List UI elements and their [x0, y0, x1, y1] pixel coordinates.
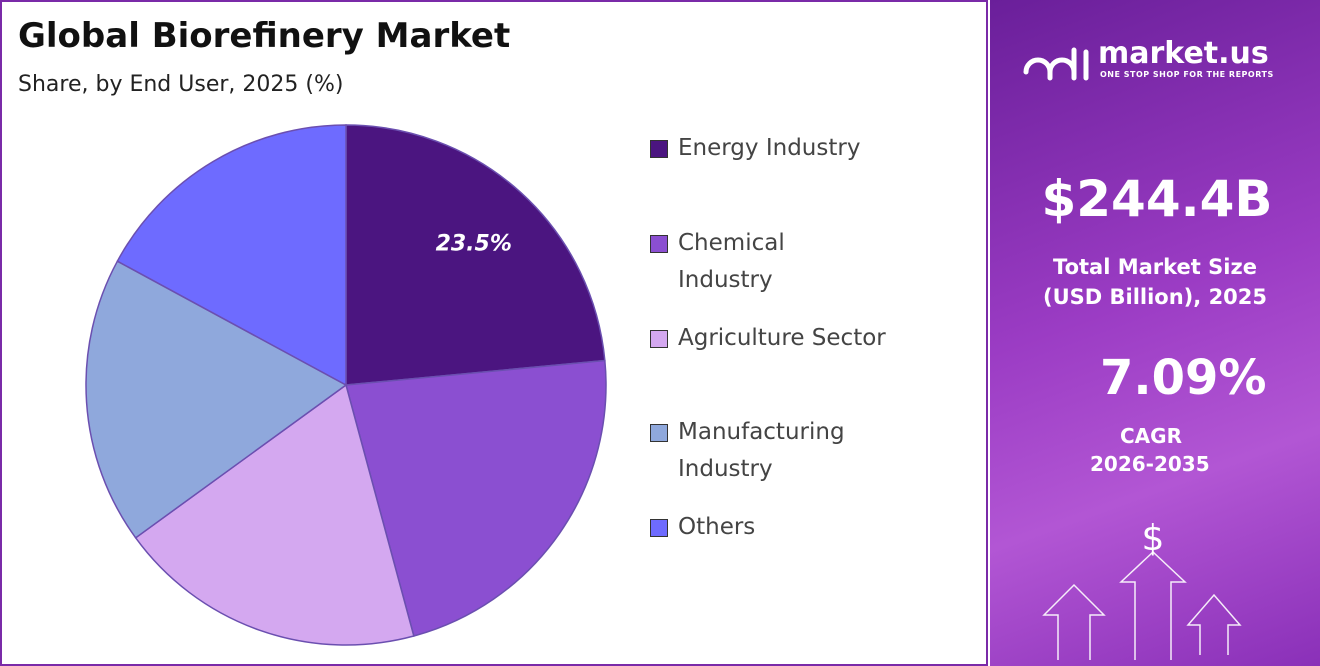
cagr-label: CAGR — [1120, 424, 1182, 448]
brand: market.us — [1098, 36, 1269, 71]
dollar-icon: $ — [1142, 518, 1165, 559]
legend-label: Chemical Industry — [678, 230, 785, 293]
pie-slice — [134, 383, 415, 646]
pie-slice — [345, 359, 607, 637]
cagr: 7.09% — [1100, 350, 1267, 406]
pie-slice — [85, 260, 348, 539]
market-size-label: Total Market Size (USD Billion), 2025 — [1042, 255, 1268, 309]
legend-label: Manufacturing Industry — [678, 419, 845, 482]
legend-item: Manufacturing Industry — [650, 414, 850, 488]
tagline: ONE STOP SHOP FOR THE REPORTS — [1100, 70, 1274, 79]
legend-label: Energy Industry — [678, 135, 861, 161]
legend-swatch — [650, 424, 668, 442]
pie-slice — [116, 124, 347, 387]
legend-item: Others — [650, 509, 910, 546]
cagr-period: 2026-2035 — [1090, 452, 1210, 476]
legend-swatch — [650, 235, 668, 253]
legend-swatch — [650, 140, 668, 158]
pie-chart: 23.5% — [85, 124, 607, 646]
data-label: 23.5% — [436, 232, 512, 257]
legend-label: Agriculture Sector — [678, 325, 886, 351]
legend-swatch — [650, 519, 668, 537]
market-size: $244.4B — [1041, 170, 1273, 228]
legend-label: Others — [678, 514, 756, 540]
chart-title: Global Biorefinery Market — [18, 16, 511, 56]
decoration: $ — [1023, 47, 1242, 660]
legend-item: Chemical Industry — [650, 225, 810, 299]
pie-slice — [345, 124, 606, 386]
chart-subtitle: Share, by End User, 2025 (%) — [18, 72, 344, 97]
info-panel: $ market.us ONE STOP SHOP FOR THE REPORT… — [990, 0, 1320, 666]
legend-item: Agriculture Sector — [650, 320, 910, 357]
legend-item: Energy Industry — [650, 130, 910, 167]
legend-swatch — [650, 330, 668, 348]
